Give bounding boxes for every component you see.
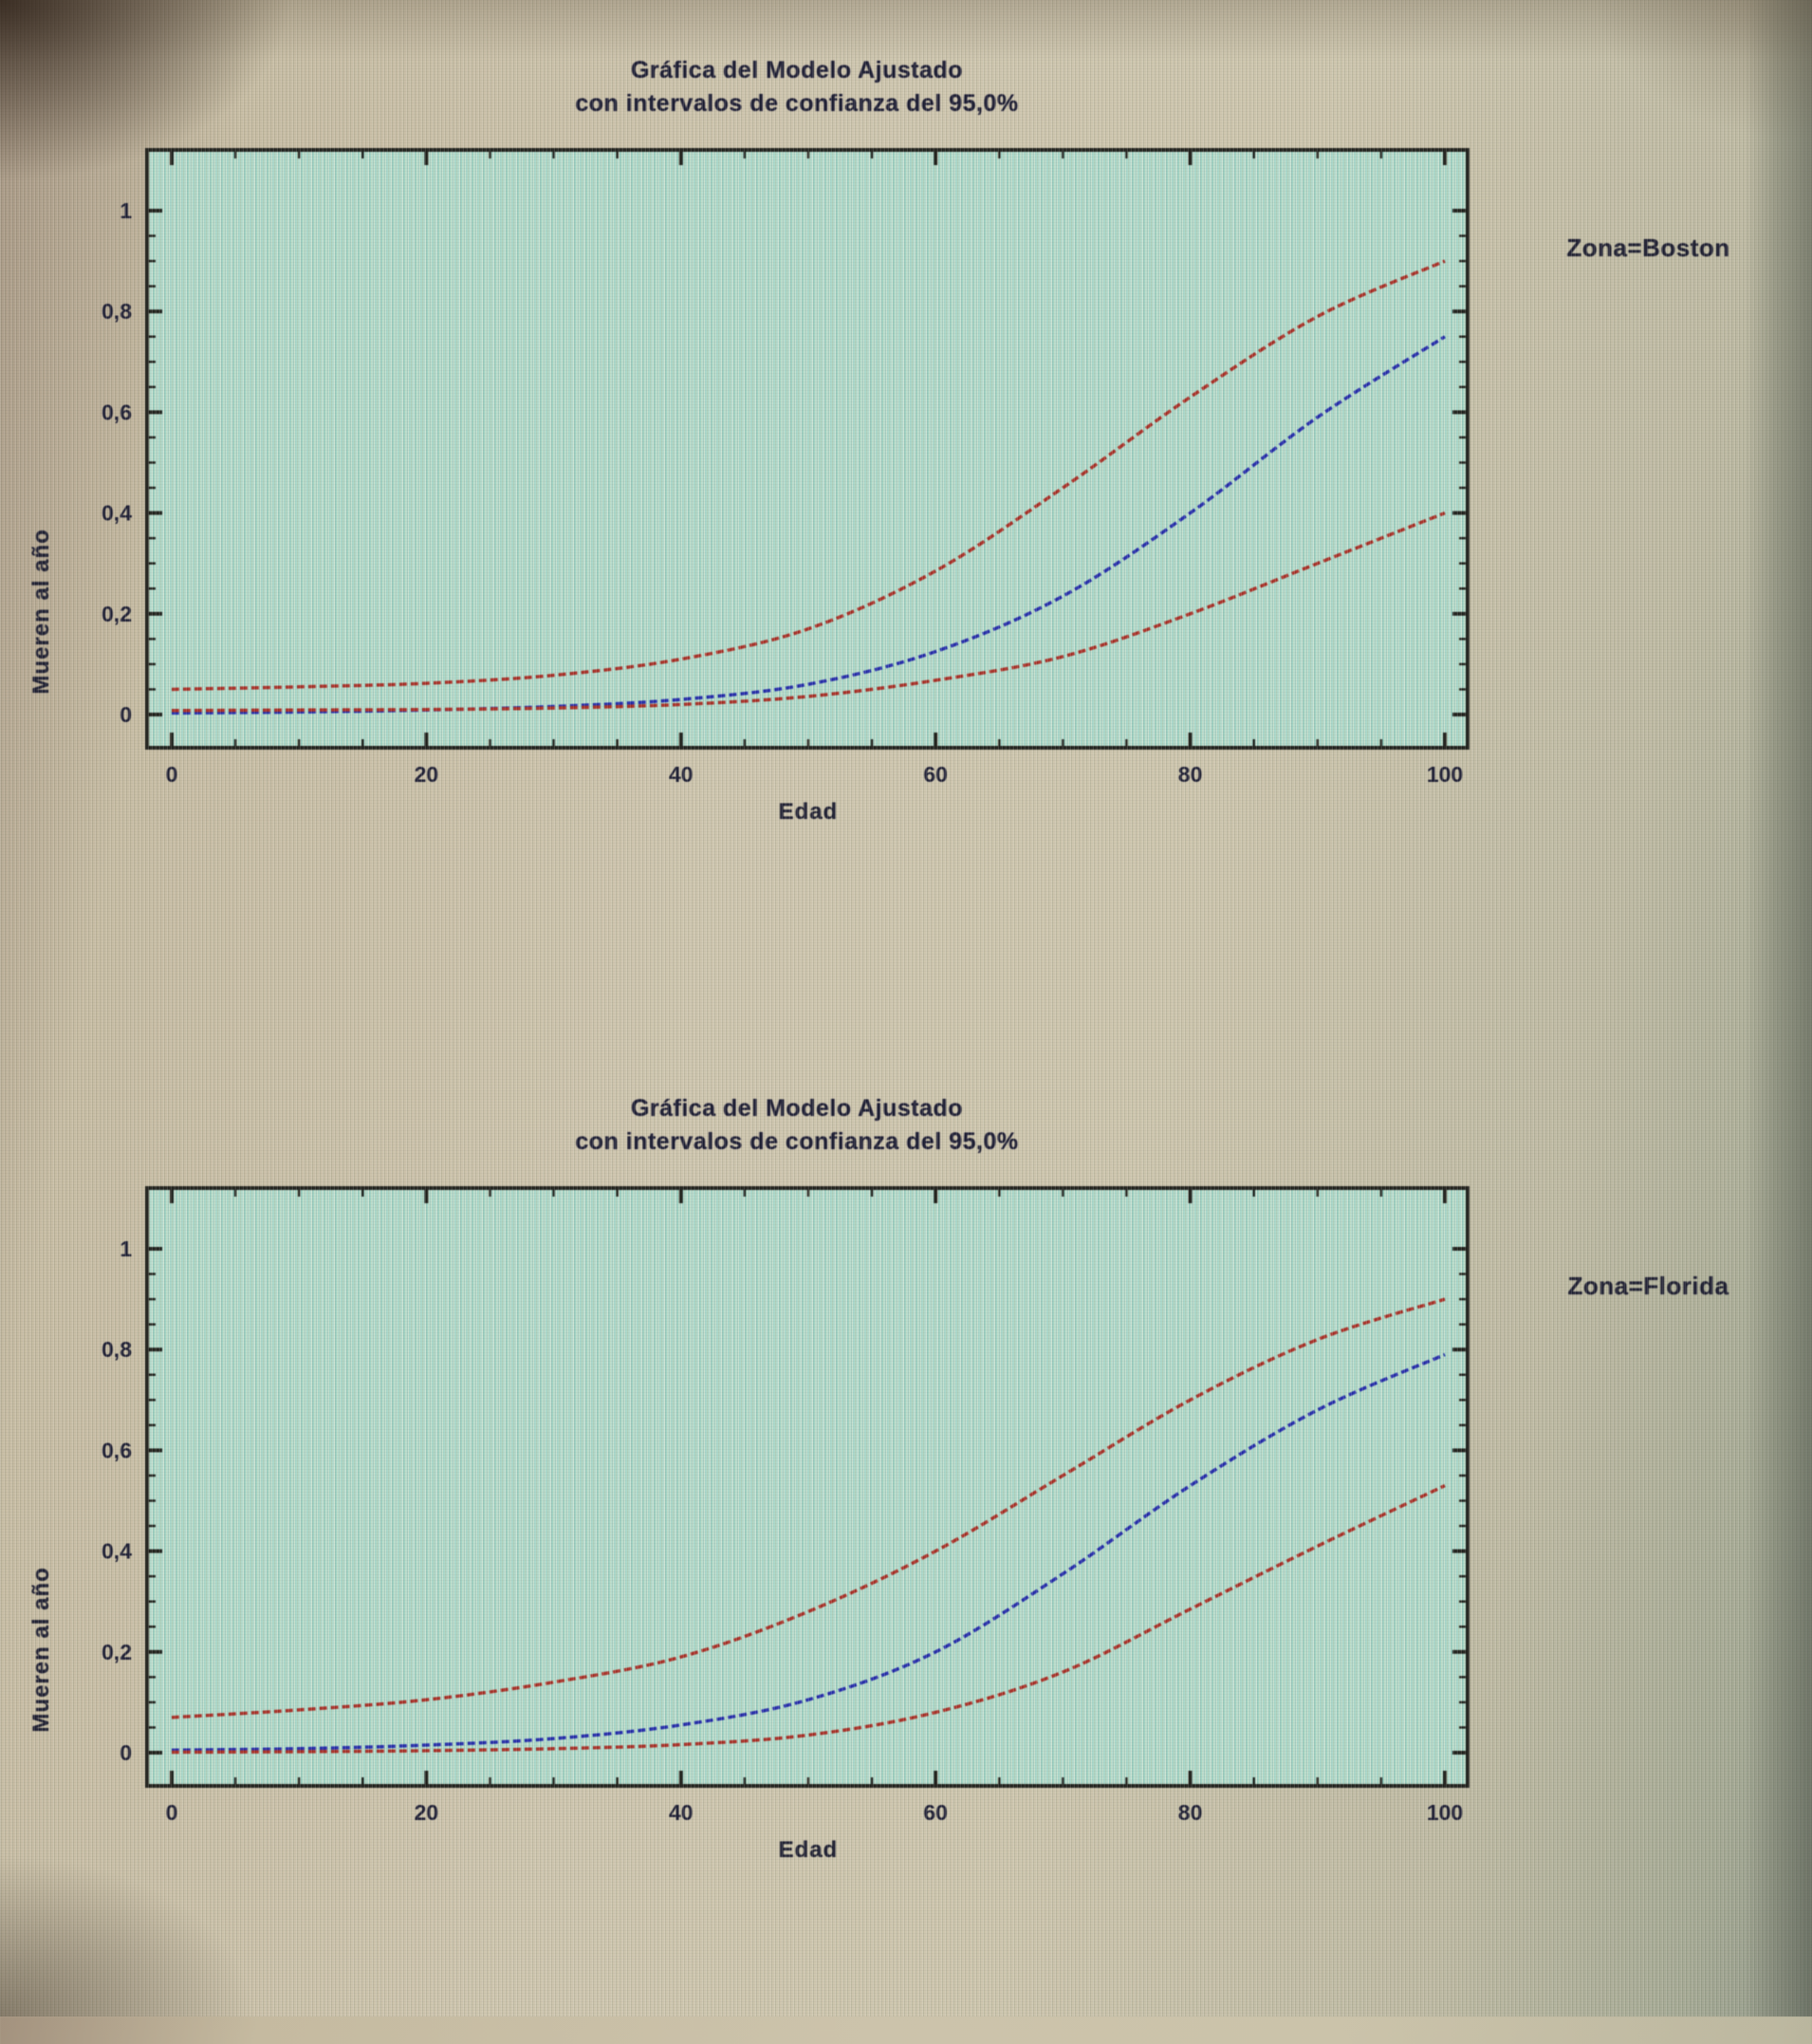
x-axis-title: Edad — [778, 799, 839, 825]
y-axis-title: Mueren al año — [28, 529, 54, 695]
y-tick-label: 0 — [120, 702, 132, 727]
y-tick-label: 0,4 — [102, 501, 132, 526]
chart-title: Gráfica del Modelo Ajustado — [630, 1095, 964, 1122]
y-tick-label: 0,8 — [102, 299, 132, 324]
x-tick-label: 20 — [415, 1800, 439, 1825]
x-axis-title: Edad — [778, 1837, 839, 1863]
y-tick-label: 0,2 — [102, 1640, 132, 1664]
upper-confidence-limit-line — [171, 1297, 1446, 1719]
x-tick-label: 100 — [1427, 1800, 1463, 1825]
y-tick-label: 0 — [120, 1740, 132, 1765]
y-tick-label: 0,2 — [102, 602, 132, 626]
x-tick-label: 100 — [1427, 762, 1463, 787]
y-tick-label: 1 — [120, 198, 132, 223]
y-tick-label: 0,4 — [102, 1539, 132, 1564]
plot-frame — [145, 148, 1470, 750]
x-tick-label: 40 — [669, 762, 693, 787]
lower-confidence-limit-line — [171, 511, 1446, 713]
zone-label-boston: Zona=Boston — [1566, 233, 1730, 262]
x-tick-label: 20 — [415, 762, 439, 787]
fitted-model-line — [171, 1352, 1446, 1753]
upper-confidence-limit-line — [171, 259, 1446, 692]
x-tick-label: 80 — [1178, 762, 1203, 787]
x-tick-label: 0 — [166, 1800, 178, 1825]
chart-subtitle: con intervalos de confianza del 95,0% — [575, 1128, 1019, 1155]
y-tick-label: 0,6 — [102, 1438, 132, 1462]
y-tick-label: 0,8 — [102, 1337, 132, 1362]
fitted-model-chart-florida: Gráfica del Modelo Ajustado con interval… — [0, 1038, 1812, 2044]
x-tick-label: 60 — [923, 1800, 948, 1825]
chart-title: Gráfica del Modelo Ajustado — [630, 57, 964, 84]
chart-subtitle: con intervalos de confianza del 95,0% — [575, 90, 1019, 117]
x-tick-label: 0 — [166, 762, 178, 787]
zone-label-florida: Zona=Florida — [1567, 1272, 1729, 1300]
plot-canvas: 0 20 40 60 80 100 0 0,2 0,4 0,6 0,8 1 — [102, 1186, 1470, 1825]
y-tick-label: 0,6 — [102, 400, 132, 424]
plot-canvas: 0 20 40 60 80 100 0 0,2 0,4 0,6 0,8 1 — [102, 148, 1470, 787]
fitted-model-chart-boston: Gráfica del Modelo Ajustado con interval… — [0, 0, 1812, 1006]
lower-confidence-limit-line — [171, 1484, 1446, 1755]
plot-region: 0 20 40 60 80 100 0 0,2 0,4 0,6 0,8 1 — [90, 1171, 1475, 1841]
x-tick-label: 80 — [1178, 1800, 1203, 1825]
y-axis-title: Mueren al año — [28, 1567, 54, 1733]
fitted-model-line — [171, 335, 1446, 715]
y-tick-label: 1 — [120, 1236, 132, 1261]
plot-frame — [145, 1186, 1470, 1788]
x-tick-label: 60 — [923, 762, 948, 787]
x-tick-label: 40 — [669, 1800, 693, 1825]
plot-region: 0 20 40 60 80 100 0 0,2 0,4 0,6 0,8 1 — [90, 133, 1475, 803]
